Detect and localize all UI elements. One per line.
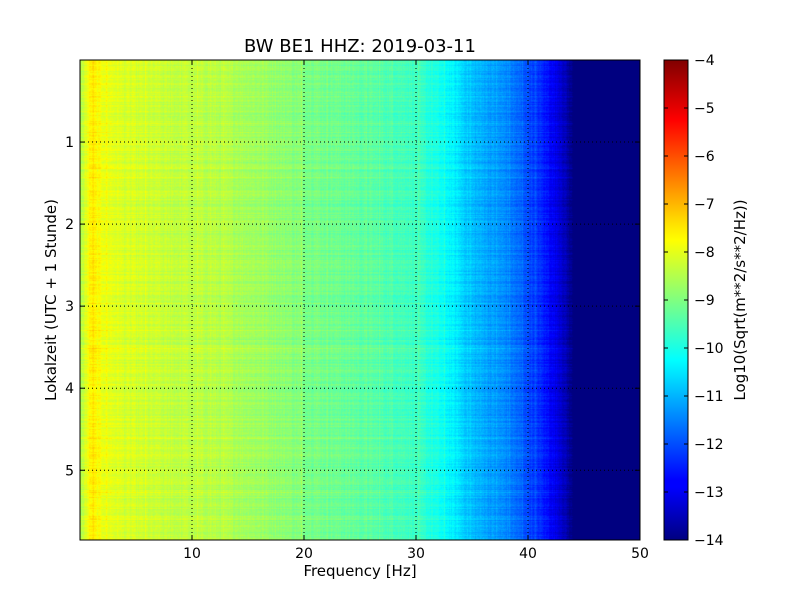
y-tick-label: 5 [65, 463, 74, 479]
colorbar: −4 −5 −6 −7 −8 −9 −10 −11 −12 −13 −14 Log10(Sqrt(m… [663, 53, 749, 549]
x-axis-label: Frequency [Hz] [303, 562, 416, 580]
colorbar-tick-label: −10 [694, 341, 724, 357]
y-axis-label: Lokalzeit (UTC + 1 Stunde) [42, 199, 60, 401]
y-tick-label: 1 [65, 135, 74, 151]
colorbar-ticks: −4 −5 −6 −7 −8 −9 −10 −11 −12 −13 −14 [664, 53, 724, 549]
colorbar-tick-label: −11 [694, 389, 724, 405]
x-tick-label: 10 [183, 546, 201, 562]
heatmap-image [80, 60, 640, 540]
colorbar-tick-label: −9 [694, 293, 715, 309]
x-tick-label: 40 [519, 546, 537, 562]
grid-lines [80, 60, 640, 540]
plot-frame [79, 59, 641, 541]
y-tick-label: 3 [65, 299, 74, 315]
chart-title: BW BE1 HHZ: 2019-03-11 [244, 36, 476, 57]
colorbar-tick-label: −4 [694, 53, 715, 69]
colorbar-tick-label: −8 [694, 245, 715, 261]
colorbar-label: Log10(Sqrt(m**2/s**2/Hz)) [731, 199, 749, 400]
x-tick-label: 20 [295, 546, 313, 562]
colorbar-tick-label: −12 [694, 437, 724, 453]
y-axis-ticks: 1 2 3 4 5 [65, 135, 640, 479]
colorbar-tick-label: −5 [694, 101, 715, 117]
x-tick-label: 50 [631, 546, 649, 562]
colorbar-tick-label: −7 [694, 197, 715, 213]
y-tick-label: 2 [65, 217, 74, 233]
colorbar-tick-label: −13 [694, 485, 724, 501]
colorbar-tick-label: −6 [694, 149, 715, 165]
x-tick-label: 30 [407, 546, 425, 562]
colorbar-tick-label: −14 [694, 533, 724, 549]
x-axis-ticks: 10 20 30 40 50 [183, 60, 649, 562]
plot-area [79, 59, 641, 541]
y-tick-label: 4 [65, 381, 74, 397]
